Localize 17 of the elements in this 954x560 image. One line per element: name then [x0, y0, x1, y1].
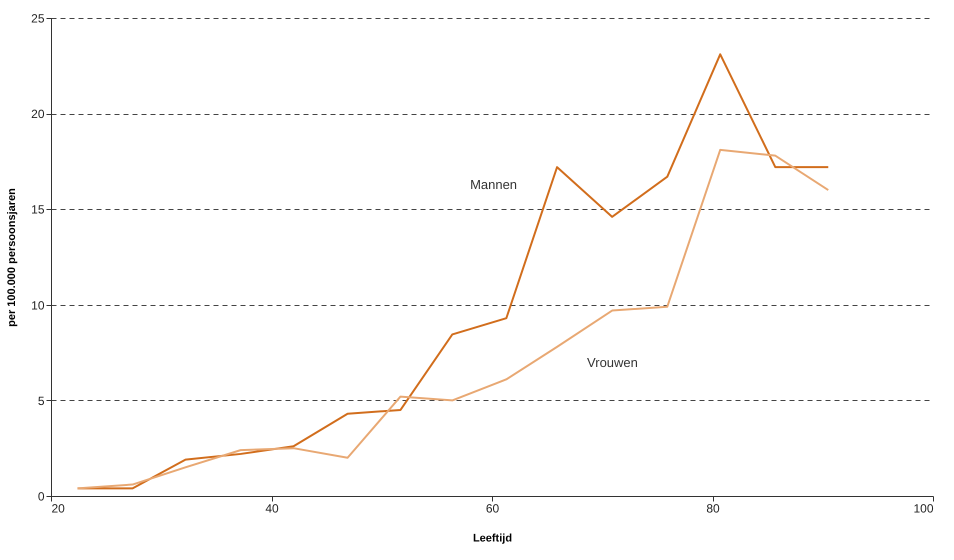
text: Mannen [470, 177, 518, 192]
x-tick-label: 80 [706, 502, 720, 516]
y-tick-label: 0 [38, 490, 45, 504]
x-tick-label: 60 [486, 502, 500, 516]
x-tick-label: 100 [913, 502, 934, 516]
series-label: Vrouwen [587, 354, 638, 370]
x-tick-label: 40 [265, 502, 279, 516]
line-series [76, 53, 830, 490]
y-axis-title: per 100.000 persoonsjaren [6, 188, 18, 327]
y-tick-label: 15 [31, 202, 45, 217]
y-tick-label: 20 [31, 107, 45, 122]
y-tick-label: 25 [31, 12, 45, 26]
x-tick-label: 20 [52, 502, 66, 516]
y-tick-label: 5 [38, 394, 45, 408]
y-tick-label: 10 [31, 298, 45, 312]
x-axis-title: Leeftijd [472, 532, 512, 544]
line-series [76, 148, 830, 490]
